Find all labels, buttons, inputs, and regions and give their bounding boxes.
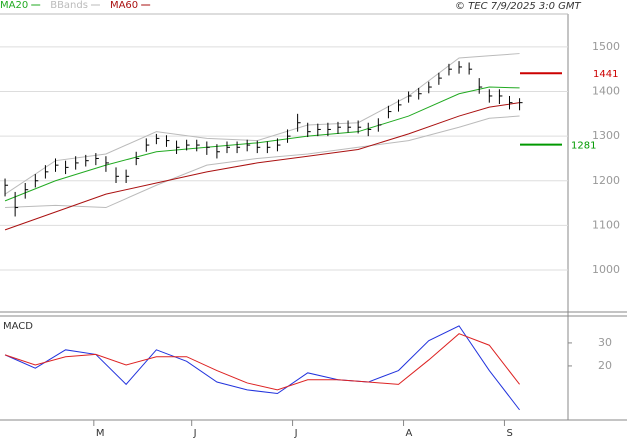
y-tick-label: 1100 (592, 218, 620, 231)
panel-title: MACD (3, 321, 33, 332)
level-label: 1441 (593, 69, 618, 80)
y-tick-label: 1500 (592, 40, 620, 53)
macd-line (4, 333, 520, 391)
band-upper (4, 53, 520, 195)
y-tick-label: 1200 (592, 174, 620, 187)
copyright: © TEC 7/9/2025 3:0 GMT (455, 1, 582, 12)
legend-label: MA60 (110, 0, 138, 11)
x-tick-label: J (193, 428, 197, 439)
x-tick-label: M (96, 428, 105, 439)
legend-label: MA20 (0, 0, 28, 11)
macd-line (4, 325, 520, 411)
moving-average (4, 86, 520, 202)
y-tick-label: 1400 (592, 85, 620, 98)
x-tick-label: S (506, 428, 512, 439)
level-label: 1281 (571, 141, 596, 152)
y-tick-label: 20 (598, 359, 612, 372)
x-tick-label: J (294, 428, 298, 439)
y-tick-label: 1000 (592, 263, 620, 276)
moving-average (4, 102, 520, 231)
band-lower (5, 115, 520, 209)
x-tick-label: A (406, 428, 413, 439)
y-tick-label: 1300 (592, 129, 620, 142)
y-tick-label: 30 (598, 336, 612, 349)
legend-label: BBands (50, 0, 88, 11)
